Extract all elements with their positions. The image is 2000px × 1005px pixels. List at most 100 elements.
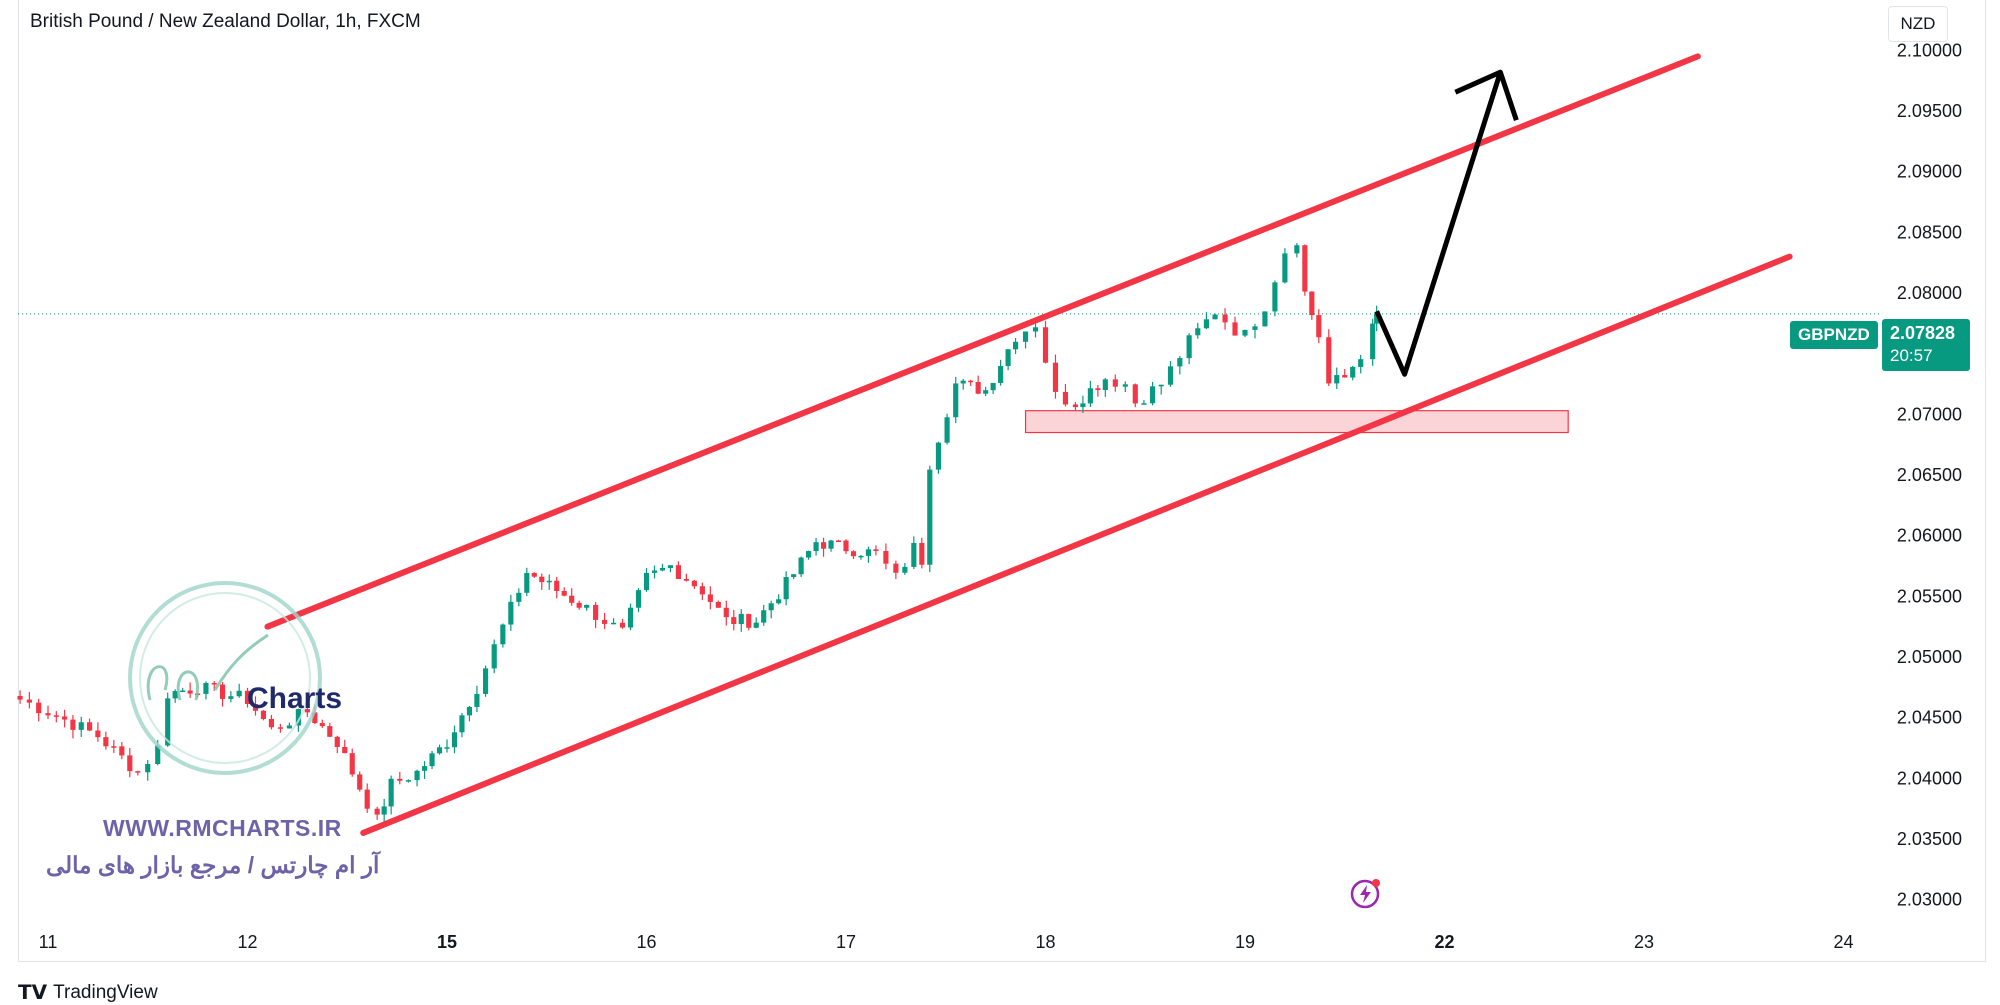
price-tick-label: 2.09500 <box>1897 101 1962 121</box>
candle-body <box>45 713 51 716</box>
price-tick-label: 2.09000 <box>1897 162 1962 182</box>
price-tick-label: 2.10000 <box>1897 40 1962 60</box>
candle-body <box>211 682 217 685</box>
candle-body <box>619 622 626 628</box>
time-tick-label: 11 <box>39 932 58 952</box>
candle-body <box>444 747 450 749</box>
candle-body <box>1212 314 1218 320</box>
candle-body <box>715 601 721 608</box>
candle-body <box>1072 404 1079 408</box>
candle-body <box>524 572 530 593</box>
candle-body <box>228 696 234 699</box>
candles <box>17 243 1380 823</box>
price-tick-label: 2.07000 <box>1897 404 1962 424</box>
candle-body <box>1122 384 1128 387</box>
candle-body <box>667 565 674 569</box>
watermark-tagline: آر ام چارتس / مرجع بازار های مالی <box>46 852 380 878</box>
candle-body <box>397 778 403 781</box>
candle-body <box>983 390 989 394</box>
candle-body <box>436 747 443 754</box>
chart-frame[interactable] <box>18 0 1986 962</box>
candle-body <box>627 607 634 628</box>
candle-body <box>429 753 435 767</box>
candle-body <box>828 540 834 549</box>
support-zone-rect <box>1024 410 1569 434</box>
candle-body <box>516 592 522 602</box>
time-axis[interactable]: 11 12 15 16 17 18 19 22 23 24 <box>39 932 1854 952</box>
candle-body <box>1316 315 1322 338</box>
candle-body <box>17 695 23 700</box>
candle-body <box>1022 331 1029 342</box>
candle-body <box>364 789 370 809</box>
candle-body <box>699 586 705 595</box>
watermark-logo-text: Charts <box>247 682 342 715</box>
candle-body <box>474 693 480 707</box>
candle-body <box>873 549 879 551</box>
candle-body <box>1042 327 1049 363</box>
candle-body <box>1203 319 1210 329</box>
last-price-value: 2.07828 <box>1890 323 1956 343</box>
candle-body <box>746 613 752 628</box>
currency-button[interactable]: NZD <box>1888 6 1948 42</box>
candle-body <box>1302 245 1308 292</box>
candle-body <box>531 572 537 577</box>
candle-body <box>546 580 552 583</box>
bar-countdown: 20:57 <box>1890 346 1933 365</box>
tradingview-logo[interactable]: 𝗧𝗩 TradingView <box>18 980 158 1005</box>
candle-body <box>576 602 582 608</box>
candle-body <box>203 682 209 694</box>
support-zone[interactable] <box>1024 410 1569 434</box>
candle-body <box>1062 391 1069 405</box>
candle-body <box>1012 341 1019 350</box>
candle-body <box>1374 313 1380 324</box>
candle-body <box>791 574 797 578</box>
candle-body <box>187 690 193 694</box>
candle-body <box>53 715 59 717</box>
candle-body <box>1141 403 1147 405</box>
candle-body <box>312 712 318 724</box>
price-tick-label: 2.03500 <box>1897 829 1962 849</box>
candle-body <box>1095 388 1101 391</box>
candle-body <box>357 774 363 790</box>
candle-body <box>349 753 355 775</box>
candle-body <box>569 595 575 603</box>
candle-body <box>1358 359 1364 367</box>
last-price-badge: 2.07828 20:57 <box>1882 319 1970 371</box>
candle-body <box>1222 314 1228 323</box>
candle-body <box>611 622 617 625</box>
candle-body <box>244 690 251 704</box>
candle-body <box>731 617 737 624</box>
candle-body <box>1167 366 1174 385</box>
candle-body <box>776 599 782 604</box>
channel-upper-line <box>264 53 1701 630</box>
channel-lines[interactable] <box>264 53 1793 836</box>
candle-body <box>602 619 608 624</box>
candle-body <box>1195 328 1201 336</box>
time-tick-label: 12 <box>237 932 257 952</box>
candle-body <box>1334 375 1340 384</box>
candle-body <box>539 576 545 583</box>
candle-body <box>466 706 473 716</box>
candle-body <box>342 746 348 754</box>
candle-body <box>883 550 889 564</box>
candle-body <box>935 442 942 470</box>
candle-body <box>172 691 178 699</box>
projection-arrow[interactable] <box>1374 69 1519 377</box>
candle-body <box>1294 245 1300 254</box>
candle-body <box>26 699 32 703</box>
flash-icon[interactable] <box>1349 876 1383 910</box>
candle-body <box>36 702 42 714</box>
price-tick-label: 2.08000 <box>1897 283 1962 303</box>
candle-body <box>180 690 186 693</box>
price-axis[interactable]: 2.03000 2.03500 2.04000 2.04500 2.05000 2.055… <box>1897 40 1962 909</box>
price-tick-label: 2.04000 <box>1897 768 1962 788</box>
candle-body <box>783 577 789 600</box>
price-tick-label: 2.05500 <box>1897 586 1962 606</box>
candle-body <box>78 722 84 730</box>
candle-body <box>990 382 996 391</box>
tradingview-logo-icon: 𝗧𝗩 <box>18 982 48 1004</box>
candle-body <box>304 709 310 713</box>
candle-body <box>155 745 161 764</box>
candle-body <box>1272 282 1278 312</box>
